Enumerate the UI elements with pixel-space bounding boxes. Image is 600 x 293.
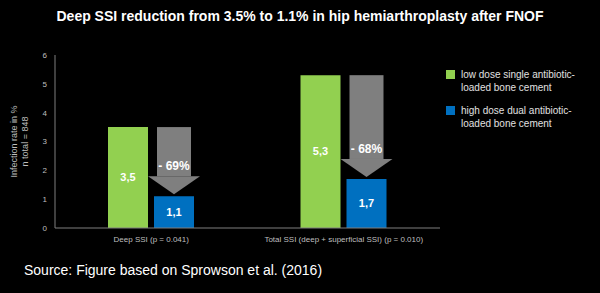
html-text:low dose single antibiotic-loa: low dose single antibiotic-loaded bone c… xyxy=(461,69,575,93)
svg-text:Total SSI (deep + superficial: Total SSI (deep + superficial SSI) (p = … xyxy=(264,235,423,244)
svg-text:Deep SSI (p = 0.041): Deep SSI (p = 0.041) xyxy=(114,235,190,244)
svg-text:5,3: 5,3 xyxy=(313,145,328,157)
svg-text:- 69%: - 69% xyxy=(158,159,190,173)
svg-text:3,5: 3,5 xyxy=(120,171,135,183)
svg-text:4: 4 xyxy=(43,109,48,118)
svg-text:2: 2 xyxy=(43,166,48,175)
svg-text:Infection rate in %n total = 8: Infection rate in %n total = 848 xyxy=(9,105,30,177)
html-text:high dose dual antibiotic-load: high dose dual antibiotic-loaded bone ce… xyxy=(461,105,572,129)
svg-text:0: 0 xyxy=(43,224,48,233)
svg-text:6: 6 xyxy=(43,51,48,60)
svg-text:1,7: 1,7 xyxy=(359,197,374,209)
svg-text:5: 5 xyxy=(43,80,48,89)
html-text:Deep SSI reduction from 3.5% t: Deep SSI reduction from 3.5% to 1.1% in … xyxy=(56,8,544,24)
html-text:Source: Figure based on Sprows: Source: Figure based on Sprowson et al. … xyxy=(24,262,323,278)
svg-text:3: 3 xyxy=(43,137,48,146)
svg-text:1: 1 xyxy=(43,195,48,204)
svg-text:- 68%: - 68% xyxy=(351,142,383,156)
svg-text:1,1: 1,1 xyxy=(166,206,181,218)
